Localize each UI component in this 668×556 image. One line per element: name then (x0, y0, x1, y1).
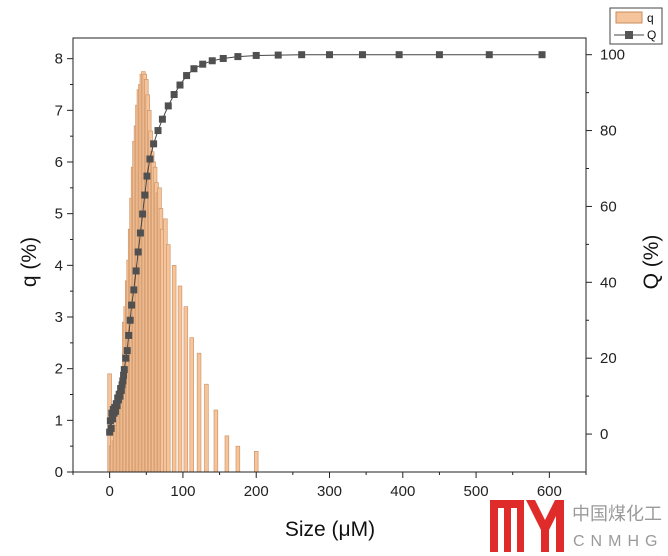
y1-axis-label: q (%) (18, 237, 41, 287)
x-tick-label: 100 (170, 483, 195, 500)
y1-tick-label: 3 (55, 309, 63, 326)
Q-point (116, 392, 124, 400)
Q-point (126, 316, 134, 324)
y2-tick-label: 20 (600, 350, 617, 367)
y1-tick-label: 0 (55, 464, 63, 481)
Q-point (120, 371, 128, 379)
Q-point (139, 210, 147, 218)
q-bar (235, 445, 241, 473)
Q-point (199, 60, 207, 68)
Q-point (150, 140, 158, 148)
Q-point (170, 91, 178, 99)
Q-point (190, 65, 198, 73)
y1-tick-label: 6 (55, 154, 63, 171)
Q-point (183, 72, 191, 80)
Q-point (109, 415, 117, 423)
Q-point (113, 402, 121, 410)
x-tick-label: 600 (537, 483, 562, 500)
Q-point (538, 51, 546, 59)
q-bar (213, 409, 219, 473)
Q-point (208, 57, 216, 65)
y2-axis-label: Q (%) (640, 235, 663, 290)
Q-point (107, 424, 115, 432)
q-bar (171, 265, 177, 473)
Q-point (119, 377, 127, 385)
legend-q-label: q (647, 11, 654, 25)
cumulative-q-series (106, 51, 546, 436)
Q-point (122, 354, 130, 362)
y1-tick-label: 7 (55, 102, 63, 119)
Q-point (395, 51, 403, 59)
Q-point (298, 51, 306, 59)
y2-tick-label: 60 (600, 198, 617, 215)
Q-point (219, 54, 227, 62)
legend-Q-label: Q (647, 28, 656, 42)
q-bar (177, 285, 183, 473)
x-tick-label: 0 (105, 483, 113, 500)
q-bar (183, 306, 189, 473)
Q-point (114, 396, 122, 404)
Q-point (128, 301, 136, 309)
x-tick-label: 400 (390, 483, 415, 500)
legend-Q-marker (625, 31, 633, 39)
y2-tick-label: 80 (600, 123, 617, 140)
x-tick-label: 500 (464, 483, 489, 500)
Q-point (106, 428, 114, 436)
legend: q Q (609, 7, 663, 45)
q-bar (204, 383, 209, 473)
Q-point (274, 51, 282, 59)
Q-point (252, 51, 260, 59)
Q-point (143, 172, 151, 180)
watermark: 中国煤化工 CNMHG (490, 500, 663, 552)
Q-point (358, 51, 366, 59)
Q-point (158, 115, 166, 123)
watermark-english-text: CNMHG (573, 533, 663, 550)
Q-point (176, 81, 184, 89)
Q-point (164, 102, 172, 110)
Q-point (123, 347, 131, 355)
Q-point (120, 366, 128, 374)
y2-tick-label: 0 (600, 426, 608, 443)
Q-point (118, 381, 126, 389)
Q-point (141, 191, 149, 199)
y1-tick-label: 4 (55, 257, 63, 274)
Q-point (485, 51, 493, 59)
x-tick-label: 300 (317, 483, 342, 500)
Q-point (326, 51, 333, 59)
Q-point (234, 53, 242, 61)
Q-point (112, 407, 120, 415)
Q-point (130, 286, 138, 294)
Q-point (134, 248, 142, 256)
y1-tick-label: 2 (55, 361, 63, 378)
q-bar (224, 435, 230, 473)
y1-tick-label: 1 (55, 412, 63, 429)
q-bar (196, 352, 202, 473)
y1-tick-label: 5 (55, 206, 63, 223)
y2-tick-label: 100 (600, 47, 625, 64)
y2-tick-label: 40 (600, 274, 617, 291)
Q-point (132, 267, 140, 275)
x-axis-label: Size (μM) (285, 518, 375, 541)
q-bar (254, 451, 259, 473)
q-bar (189, 337, 194, 473)
watermark-logo (490, 500, 564, 552)
Q-point (154, 127, 162, 135)
y1-tick-label: 8 (55, 51, 63, 68)
q-bars (107, 71, 259, 473)
Q-point (125, 331, 133, 339)
legend-q-swatch (615, 11, 643, 24)
Q-point (117, 386, 125, 394)
q-bar (166, 244, 171, 473)
watermark-chinese-text: 中国煤化工 (572, 504, 662, 525)
x-tick-label: 200 (244, 483, 269, 500)
Q-point (435, 51, 443, 59)
Q-point (146, 155, 154, 163)
Q-point (136, 229, 144, 237)
